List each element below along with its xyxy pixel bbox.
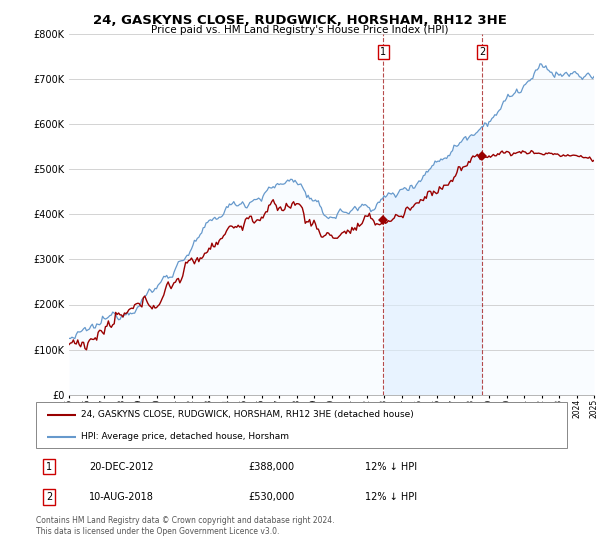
Text: 20-DEC-2012: 20-DEC-2012 xyxy=(89,461,154,472)
Text: 2: 2 xyxy=(479,46,485,57)
Text: HPI: Average price, detached house, Horsham: HPI: Average price, detached house, Hors… xyxy=(81,432,289,441)
Text: 10-AUG-2018: 10-AUG-2018 xyxy=(89,492,154,502)
Text: Contains HM Land Registry data © Crown copyright and database right 2024.
This d: Contains HM Land Registry data © Crown c… xyxy=(36,516,335,536)
Text: 12% ↓ HPI: 12% ↓ HPI xyxy=(365,492,418,502)
Text: 24, GASKYNS CLOSE, RUDGWICK, HORSHAM, RH12 3HE (detached house): 24, GASKYNS CLOSE, RUDGWICK, HORSHAM, RH… xyxy=(81,410,414,419)
Text: 2: 2 xyxy=(46,492,52,502)
Text: 12% ↓ HPI: 12% ↓ HPI xyxy=(365,461,418,472)
Text: Price paid vs. HM Land Registry's House Price Index (HPI): Price paid vs. HM Land Registry's House … xyxy=(151,25,449,35)
FancyBboxPatch shape xyxy=(36,402,567,448)
Text: £388,000: £388,000 xyxy=(248,461,295,472)
Text: 24, GASKYNS CLOSE, RUDGWICK, HORSHAM, RH12 3HE: 24, GASKYNS CLOSE, RUDGWICK, HORSHAM, RH… xyxy=(93,14,507,27)
Text: £530,000: £530,000 xyxy=(248,492,295,502)
Text: 1: 1 xyxy=(380,46,386,57)
Text: 1: 1 xyxy=(46,461,52,472)
